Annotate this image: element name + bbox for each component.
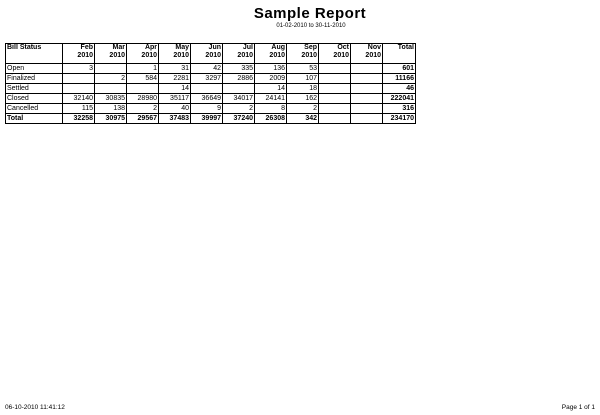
table-cell [62, 73, 95, 84]
table-cell: 31 [158, 63, 191, 74]
row-label: Finalized [5, 73, 63, 84]
table-row: Finalized 2 584 2281 3297 2886 2009 107 11166 [5, 73, 416, 84]
table-cell [350, 83, 383, 94]
table-cell: 28980 [126, 93, 159, 104]
table-cell: 584 [126, 73, 159, 84]
row-total: 601 [382, 63, 416, 74]
report-title: Sample Report [253, 5, 367, 22]
table-cell: 14 [158, 83, 191, 94]
month-header: May 2010 [158, 43, 191, 64]
table-row: Closed 32140 30835 28980 35117 36649 34017 2414… [5, 93, 416, 104]
month-header: Sep 2010 [286, 43, 319, 64]
month-header: Mar 2010 [94, 43, 127, 64]
bill-status-table: Bill Status Feb 2010 Mar 2010 Apr 2010 May 2… [5, 43, 416, 124]
month-header: Feb 2010 [62, 43, 95, 64]
table-cell [94, 63, 127, 74]
page-number: Page 1 of 1 [561, 404, 595, 411]
table-cell [350, 73, 383, 84]
table-cell: 30835 [94, 93, 127, 104]
report-date-range: 01-02-2010 to 30-11-2010 [276, 23, 346, 29]
table-cell: 42 [190, 63, 223, 74]
table-cell: 136 [254, 63, 287, 74]
table-cell [318, 93, 351, 104]
table-cell: 2 [222, 103, 255, 114]
table-cell [318, 83, 351, 94]
table-cell: 36649 [190, 93, 223, 104]
table-cell: 26308 [254, 113, 287, 124]
table-cell [350, 93, 383, 104]
table-cell: 37483 [158, 113, 191, 124]
table-cell: 18 [286, 83, 319, 94]
row-total: 222041 [382, 93, 416, 104]
row-label: Settled [5, 83, 63, 94]
table-cell: 2009 [254, 73, 287, 84]
table-cell: 2281 [158, 73, 191, 84]
table-cell: 3297 [190, 73, 223, 84]
month-header: Jul 2010 [222, 43, 255, 64]
table-cell: 32258 [62, 113, 95, 124]
table-cell: 162 [286, 93, 319, 104]
table-cell: 34017 [222, 93, 255, 104]
table-cell: 39997 [190, 113, 223, 124]
table-cell: 3 [62, 63, 95, 74]
table-cell: 2 [286, 103, 319, 114]
table-cell: 138 [94, 103, 127, 114]
table-cell: 40 [158, 103, 191, 114]
table-cell [94, 83, 127, 94]
row-label: Open [5, 63, 63, 74]
row-total: 11166 [382, 73, 416, 84]
table-cell: 37240 [222, 113, 255, 124]
month-header: Aug 2010 [254, 43, 287, 64]
table-row: Open 3 1 31 42 335 136 53 601 [5, 63, 416, 74]
row-total: 234170 [382, 113, 416, 124]
table-cell: 24141 [254, 93, 287, 104]
table-row: Settled 14 14 18 46 [5, 83, 416, 94]
table-cell: 8 [254, 103, 287, 114]
month-header: Nov 2010 [350, 43, 383, 64]
table-cell [350, 113, 383, 124]
table-cell [190, 83, 223, 94]
table-cell: 115 [62, 103, 95, 114]
month-header: Apr 2010 [126, 43, 159, 64]
table-cell: 32140 [62, 93, 95, 104]
table-cell: 107 [286, 73, 319, 84]
table-cell [350, 63, 383, 74]
table-cell: 342 [286, 113, 319, 124]
table-cell [62, 83, 95, 94]
row-total: 46 [382, 83, 416, 94]
status-column-header: Bill Status [5, 43, 63, 64]
table-cell: 35117 [158, 93, 191, 104]
table-cell [318, 103, 351, 114]
table-cell: 335 [222, 63, 255, 74]
table-cell: 53 [286, 63, 319, 74]
total-row: Total 32258 30975 29567 37483 39997 37240 26308… [5, 113, 416, 124]
table-cell: 1 [126, 63, 159, 74]
header-row: Bill Status Feb 2010 Mar 2010 Apr 2010 May 2… [5, 43, 416, 64]
row-label: Closed [5, 93, 63, 104]
table-cell: 29567 [126, 113, 159, 124]
total-column-header: Total [382, 43, 416, 64]
table-cell: 2 [126, 103, 159, 114]
month-header: Jun 2010 [190, 43, 223, 64]
row-total: 316 [382, 103, 416, 114]
table-cell [318, 63, 351, 74]
table-cell [126, 83, 159, 94]
table-cell: 30975 [94, 113, 127, 124]
table-row: Cancelled 115 138 2 40 9 2 8 2 316 [5, 103, 416, 114]
month-header: Oct 2010 [318, 43, 351, 64]
table-cell [222, 83, 255, 94]
table-cell: 2886 [222, 73, 255, 84]
table-cell [318, 73, 351, 84]
row-label: Total [5, 113, 63, 124]
row-label: Cancelled [5, 103, 63, 114]
table-cell: 14 [254, 83, 287, 94]
table-cell [318, 113, 351, 124]
print-timestamp: 06-10-2010 11:41:12 [5, 404, 65, 411]
table-cell [350, 103, 383, 114]
table-cell: 9 [190, 103, 223, 114]
table-cell: 2 [94, 73, 127, 84]
